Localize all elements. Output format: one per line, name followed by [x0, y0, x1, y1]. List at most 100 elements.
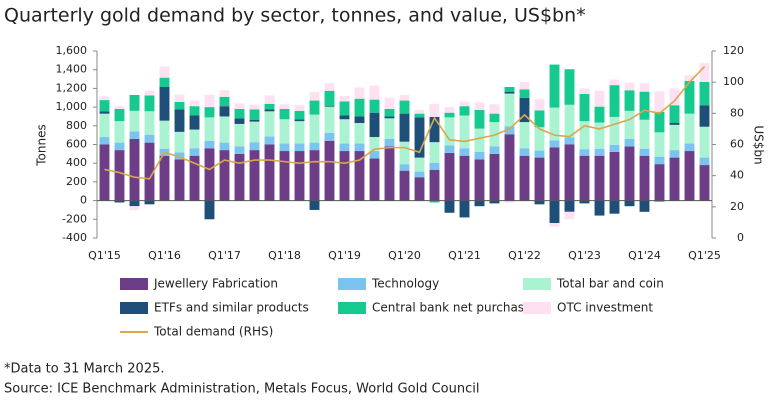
bar-segment	[399, 170, 410, 201]
bar-segment	[549, 200, 560, 224]
bar-segment	[609, 200, 620, 214]
bar-segment	[519, 122, 530, 149]
bar-segment	[99, 137, 110, 145]
bar-segment	[654, 91, 665, 112]
bar-segment	[309, 200, 320, 210]
bar-segment	[234, 108, 245, 119]
bar-segment	[564, 144, 575, 201]
bar-segment	[159, 120, 170, 149]
bar-segment	[669, 124, 680, 151]
bar-segment	[654, 111, 665, 133]
bar-segment	[624, 90, 635, 111]
bar-segment	[354, 116, 365, 123]
x-tick-label: Q1'15	[88, 249, 121, 262]
bar-segment	[219, 150, 230, 201]
bar-segment	[369, 151, 380, 159]
y2-tick-label: 80	[730, 106, 744, 119]
bar-segment	[279, 108, 290, 120]
bar-segment	[384, 138, 395, 147]
bar-segment	[354, 143, 365, 152]
bar-segment	[519, 97, 530, 123]
y2-tick-label: 0	[737, 231, 744, 244]
bar-segment	[264, 111, 275, 137]
bar-segment	[264, 103, 275, 110]
bar-segment	[504, 126, 515, 135]
bar-segment	[324, 106, 335, 133]
bar-segment	[609, 151, 620, 201]
y-tick-label: 200	[66, 175, 87, 188]
y2-tick-label: 120	[723, 44, 744, 57]
bar-segment	[99, 96, 110, 101]
x-tick-label: Q1'21	[448, 249, 481, 262]
legend-swatch	[120, 302, 148, 314]
source: Source: ICE Benchmark Administration, Me…	[4, 382, 479, 397]
bar-segment	[129, 131, 140, 139]
bar-segment	[339, 95, 350, 102]
bar-segment	[639, 91, 650, 120]
bar-segment	[204, 107, 215, 118]
bar-segment	[189, 115, 200, 130]
bar-segment	[159, 86, 170, 121]
bar-segment	[399, 100, 410, 114]
y2-tick-label: 100	[723, 75, 744, 88]
bar-segment	[459, 106, 470, 116]
bar-segment	[189, 129, 200, 149]
bar-segment	[234, 146, 245, 154]
bar-segment	[489, 122, 500, 147]
x-tick-label: Q1'24	[628, 249, 661, 262]
bar-segment	[219, 106, 230, 117]
bar-segment	[324, 83, 335, 91]
legend-swatch	[523, 302, 551, 314]
bar-segment	[369, 137, 380, 152]
bar-segment	[234, 153, 245, 201]
bar-segment	[279, 151, 290, 201]
y-tick-label: 1,400	[56, 63, 88, 76]
bar-segment	[624, 200, 635, 207]
bar-segment	[144, 142, 155, 201]
bar-segment	[294, 143, 305, 152]
bar-segment	[429, 103, 440, 117]
bar-segment	[249, 109, 260, 120]
bar-segment	[219, 116, 230, 143]
bar-segment	[504, 91, 515, 94]
bar-segment	[294, 110, 305, 120]
bar-segment	[129, 110, 140, 132]
bar-segment	[474, 151, 485, 160]
y-tick-label: -200	[62, 212, 87, 225]
bar-segment	[144, 111, 155, 135]
bar-segment	[204, 94, 215, 108]
bar-segment	[579, 121, 590, 150]
legend-label: Central bank net purchases	[372, 301, 538, 315]
bar-segment	[354, 98, 365, 117]
bar-segment	[579, 149, 590, 156]
bar-segment	[399, 164, 410, 171]
bar-segment	[309, 100, 320, 115]
bar-segment	[654, 156, 665, 165]
x-tick-label: Q1'18	[268, 249, 301, 262]
bar-segment	[669, 150, 680, 158]
bar-segment	[369, 85, 380, 100]
bar-segment	[159, 66, 170, 78]
bar-segment	[249, 104, 260, 110]
y-tick-label: 1,600	[56, 44, 88, 57]
bar-segment	[549, 147, 560, 201]
bar-segment	[534, 99, 545, 111]
bar-segment	[609, 116, 620, 145]
bar-segment	[189, 100, 200, 107]
bar-segment	[504, 93, 515, 127]
legend-label: Total demand (RHS)	[153, 325, 273, 339]
bar-segment	[504, 200, 515, 203]
bar-segment	[684, 113, 695, 144]
y-tick-label: -400	[62, 231, 87, 244]
bar-segment	[114, 108, 125, 122]
bar-segment	[279, 143, 290, 152]
bar-segment	[594, 155, 605, 201]
bar-segment	[114, 106, 125, 109]
y2-tick-label: 60	[730, 138, 744, 151]
bar-segment	[279, 104, 290, 109]
bar-segment	[144, 95, 155, 112]
legend-swatch	[338, 278, 366, 290]
bar-segment	[264, 95, 275, 104]
bar-segment	[489, 153, 500, 201]
